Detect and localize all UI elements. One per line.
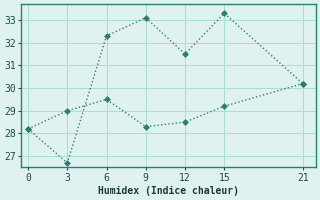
X-axis label: Humidex (Indice chaleur): Humidex (Indice chaleur) — [98, 186, 239, 196]
